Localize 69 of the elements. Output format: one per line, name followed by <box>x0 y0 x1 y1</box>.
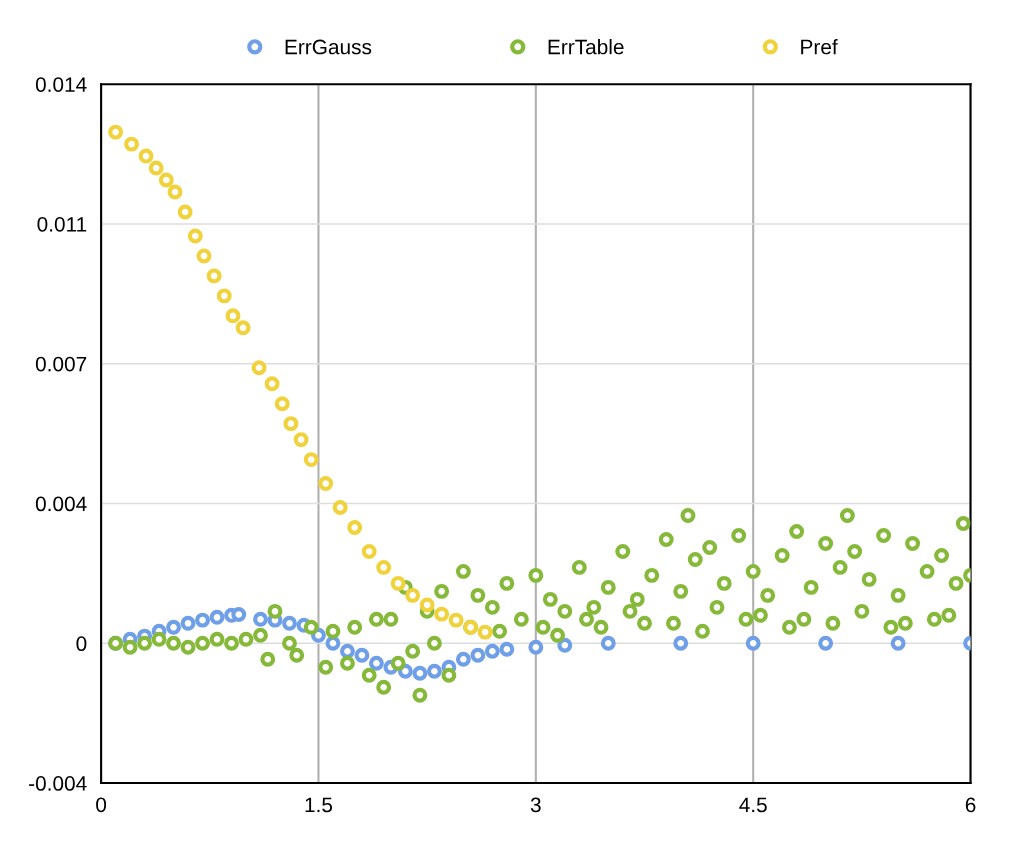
point <box>528 639 544 655</box>
point <box>235 320 251 336</box>
point <box>251 360 267 376</box>
point <box>180 615 196 631</box>
point <box>397 663 413 679</box>
point <box>434 606 450 622</box>
point <box>303 452 319 468</box>
point <box>426 663 442 679</box>
point <box>283 416 299 432</box>
point <box>448 612 464 628</box>
point <box>600 635 616 651</box>
x-tick-label: 6 <box>965 797 976 813</box>
point <box>361 543 377 559</box>
point <box>177 204 193 220</box>
point <box>124 136 139 152</box>
point <box>499 641 515 657</box>
point <box>325 635 341 651</box>
point <box>405 587 421 603</box>
point <box>339 643 355 659</box>
y-tick-label: 0.011 <box>37 216 87 232</box>
y-tick-label: 0.004 <box>35 496 87 512</box>
point <box>470 647 486 663</box>
point <box>347 520 363 535</box>
point <box>412 665 428 681</box>
point <box>274 396 290 412</box>
point <box>818 635 834 651</box>
point <box>484 643 500 659</box>
point <box>673 635 689 651</box>
point <box>455 651 471 667</box>
legend-label: Pref <box>801 39 838 55</box>
point <box>419 597 435 613</box>
point <box>282 615 297 631</box>
y-tick-label: 0 <box>76 636 87 652</box>
x-tick-label: 4.5 <box>739 797 767 813</box>
point <box>108 124 124 140</box>
point <box>368 655 384 671</box>
y-tick-label: 0.014 <box>35 77 87 92</box>
point <box>332 500 348 515</box>
point <box>195 612 211 628</box>
point <box>187 228 203 244</box>
point <box>354 647 370 663</box>
legend-label: ErrGauss <box>285 39 372 55</box>
y-tick-label: 0.007 <box>35 356 87 372</box>
point <box>216 288 232 304</box>
y-tick-label: -0.004 <box>29 776 87 791</box>
point <box>225 308 241 324</box>
point <box>390 575 406 591</box>
point <box>253 611 268 627</box>
point <box>557 637 573 653</box>
point <box>209 609 225 625</box>
point <box>196 248 212 264</box>
point <box>477 624 493 640</box>
point <box>166 619 182 635</box>
x-tick-label: 1.5 <box>305 797 333 813</box>
x-tick-label: 3 <box>530 797 541 813</box>
point <box>206 268 222 284</box>
point <box>890 635 906 651</box>
point <box>148 160 164 176</box>
x-tick-label: 0 <box>96 797 107 813</box>
point <box>264 376 280 392</box>
point <box>231 607 247 622</box>
point <box>293 432 309 448</box>
point <box>138 148 154 164</box>
legend-label: ErrTable <box>548 39 624 55</box>
point <box>745 635 761 651</box>
point <box>376 559 392 575</box>
point <box>158 172 174 188</box>
point <box>318 476 334 492</box>
point <box>167 184 183 200</box>
